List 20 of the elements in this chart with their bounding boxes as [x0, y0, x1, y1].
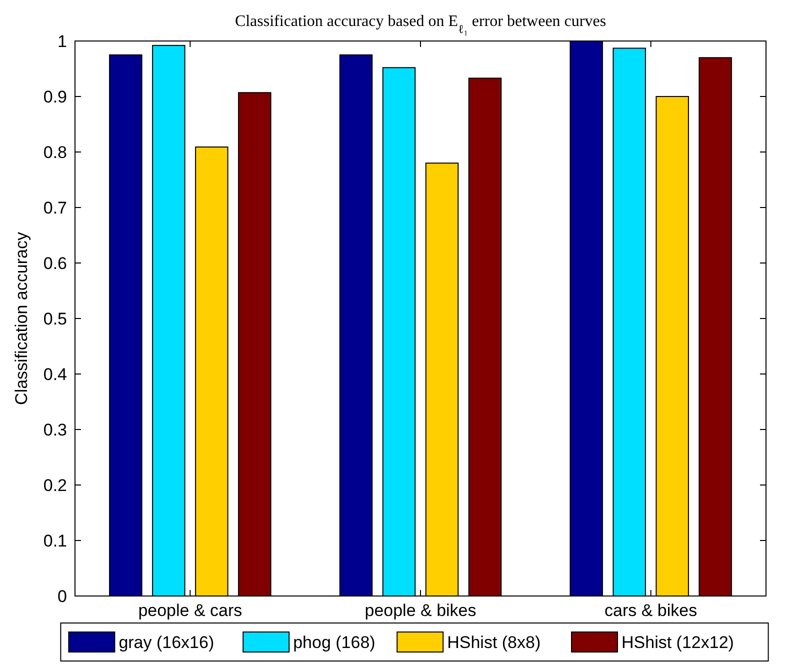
y-tick-label: 0.7 — [43, 198, 67, 218]
legend-label: HShist (12x12) — [622, 632, 734, 652]
y-tick-label: 0.8 — [43, 142, 67, 162]
y-tick-label: 1 — [58, 32, 67, 51]
legend-label: gray (16x16) — [118, 632, 214, 652]
y-tick-label: 0.1 — [43, 531, 67, 550]
y-tick-label: 0.9 — [43, 87, 67, 106]
y-tick-label: 0.4 — [43, 364, 67, 384]
y-tick-label: 0.6 — [43, 254, 67, 273]
y-tick-label: 0.5 — [43, 309, 67, 328]
y-tick-label: 0.2 — [43, 476, 67, 495]
y-axis-title: Classification accuracy — [12, 232, 31, 405]
y-tick-label: 0.3 — [43, 420, 67, 440]
legend-label: HShist (8x8) — [447, 632, 541, 652]
legend-label: phog (168) — [293, 632, 376, 652]
y-tick-label: 0 — [58, 586, 67, 606]
x-tick-label: people & bikes — [364, 601, 476, 620]
x-tick-label: cars & bikes — [604, 601, 698, 620]
chart-title: Classification accuracy based on E$_{ℓ₁}$ error between curves — [234, 13, 606, 36]
x-tick-label: people & cars — [138, 601, 242, 620]
